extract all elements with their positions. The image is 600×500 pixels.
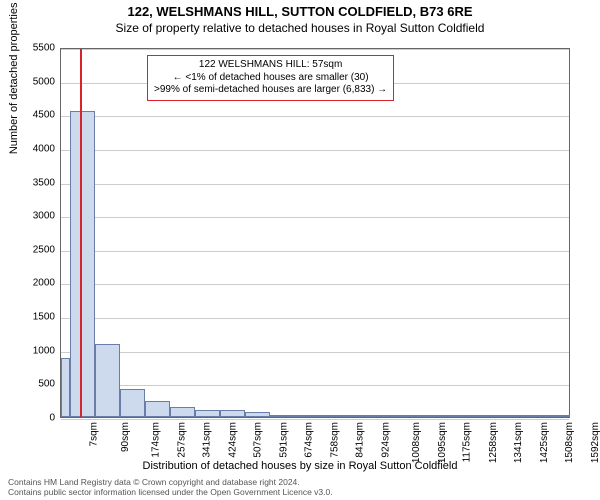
histogram-bar [270,415,295,417]
y-tick-label: 1000 [15,345,55,356]
x-tick-label: 1425sqm [539,422,550,463]
x-tick-label: 1592sqm [590,422,600,463]
x-tick-label: 924sqm [380,422,391,458]
histogram-bar [370,415,395,417]
histogram-bar [545,415,570,417]
x-tick-label: 1175sqm [461,422,472,462]
y-tick-label: 3000 [15,211,55,222]
annotation-callout: 122 WELSHMANS HILL: 57sqm← <1% of detach… [147,55,394,101]
x-tick-label: 1258sqm [488,422,499,463]
x-tick-label: 7sqm [88,422,99,446]
histogram-bar [495,415,520,417]
x-tick-label: 591sqm [278,422,289,458]
histogram-bar-overflow [61,358,70,417]
x-tick-label: 1508sqm [564,422,575,463]
x-tick-label: 174sqm [151,422,162,458]
y-tick-label: 4000 [15,143,55,154]
footer-line2: Contains public sector information licen… [8,488,333,498]
histogram-bar [170,407,195,417]
y-tick-label: 5000 [15,76,55,87]
y-tick-label: 4500 [15,110,55,121]
gridline [61,352,569,353]
histogram-bar [120,389,145,417]
y-tick-label: 0 [15,413,55,424]
x-axis-title: Distribution of detached houses by size … [0,460,600,472]
x-tick-label: 507sqm [253,422,264,458]
y-tick-label: 2000 [15,278,55,289]
x-tick-label: 90sqm [120,422,131,452]
x-tick-label: 758sqm [329,422,340,458]
x-tick-label: 841sqm [355,422,366,458]
page-title: 122, WELSHMANS HILL, SUTTON COLDFIELD, B… [0,4,600,19]
y-tick-label: 3500 [15,177,55,188]
gridline [61,318,569,319]
histogram-bar [220,410,245,417]
gridline [61,284,569,285]
histogram-bar [70,111,95,417]
x-tick-label: 341sqm [202,422,213,458]
gridline [61,49,569,50]
histogram-bar [145,401,170,417]
gridline [61,150,569,151]
gridline [61,116,569,117]
histogram-bar [245,412,270,417]
x-tick-label: 1341sqm [513,422,524,463]
x-tick-label: 257sqm [176,422,187,458]
annotation-line: >99% of semi-detached houses are larger … [154,84,387,97]
property-marker-line [80,49,82,417]
histogram-bar [320,415,345,417]
x-tick-label: 1008sqm [411,422,422,463]
y-tick-label: 5500 [15,43,55,54]
histogram-bar [345,415,370,417]
x-tick-label: 674sqm [304,422,315,458]
histogram-bar [420,415,445,417]
gridline [61,217,569,218]
gridline [61,385,569,386]
y-tick-label: 1500 [15,312,55,323]
gridline [61,184,569,185]
gridline [61,419,569,420]
footer-attribution: Contains HM Land Registry data © Crown c… [8,478,333,498]
histogram-bar [395,415,420,417]
x-tick-label: 1095sqm [437,422,448,463]
annotation-line: ← <1% of detached houses are smaller (30… [154,72,387,85]
title-block: 122, WELSHMANS HILL, SUTTON COLDFIELD, B… [0,0,600,35]
gridline [61,251,569,252]
histogram-bar [520,415,545,417]
y-tick-label: 500 [15,379,55,390]
annotation-line: 122 WELSHMANS HILL: 57sqm [154,59,387,72]
y-tick-label: 2500 [15,244,55,255]
x-tick-label: 424sqm [227,422,238,458]
histogram-bar [445,415,470,417]
page-subtitle: Size of property relative to detached ho… [0,21,600,35]
histogram-bar [295,415,320,417]
histogram-bar [470,415,495,417]
histogram-plot: 122 WELSHMANS HILL: 57sqm← <1% of detach… [60,48,570,418]
histogram-bar [195,410,220,417]
histogram-bar [95,344,120,417]
